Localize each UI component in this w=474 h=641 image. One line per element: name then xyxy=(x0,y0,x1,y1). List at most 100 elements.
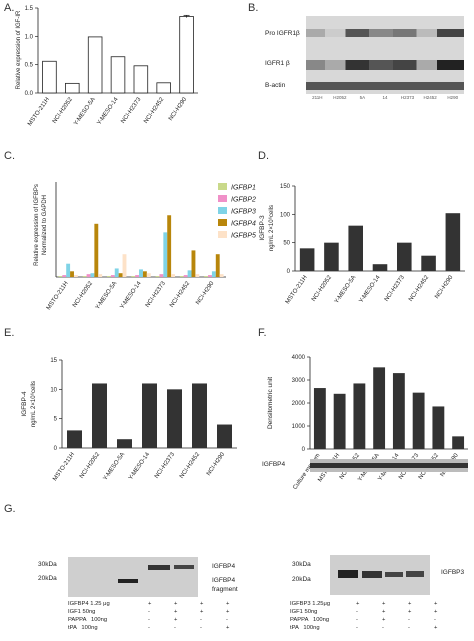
chart-c-bar-0-6 xyxy=(204,276,209,277)
chart-e-xtick-label-0: MSTO-211H xyxy=(52,452,76,483)
chart-c-legend-swatch-2 xyxy=(218,207,227,214)
condition-row: tPA 100ng - - - + xyxy=(290,625,460,633)
blot-b-lane-label: 5A xyxy=(359,95,366,100)
chart-c-bar-4-4 xyxy=(171,274,175,277)
chart-c-bar-1-2 xyxy=(110,275,115,277)
blot-g1-band-2 xyxy=(148,565,170,570)
chart-f-ytick-label-3: 3000 xyxy=(292,378,306,384)
chart-c-bar-2-5 xyxy=(187,270,192,277)
condition-sign: - xyxy=(356,609,358,615)
chart-a-xtick-label-2: Y-MESO-5A xyxy=(73,97,97,127)
condition-row: IGFBP3 1.25μg + + + + xyxy=(290,601,460,609)
panel-letter-b: B. xyxy=(248,2,259,14)
chart-d-bar-6 xyxy=(445,213,461,271)
chart-c-bar-4-2 xyxy=(122,254,127,277)
chart-c-bar-1-3 xyxy=(135,275,140,277)
chart-d-bar-3 xyxy=(372,264,388,271)
chart-a-xtick-label-4: NCI-H2373 xyxy=(120,96,143,125)
panel-letter-f: F. xyxy=(258,327,267,339)
condition-sign: - xyxy=(434,617,436,623)
panel-letter-g: G. xyxy=(4,503,16,515)
chart-c-legend-swatch-1 xyxy=(218,195,227,202)
condition-sign: - xyxy=(226,617,228,623)
condition-sign: + xyxy=(226,601,230,607)
chart-c-legend-label-4: IGFBP5 xyxy=(231,233,256,240)
chart-f-ylabel: Densitometric unit xyxy=(267,377,274,429)
chart-e-ylabel: IGFBP-4 xyxy=(21,391,28,417)
chart-c-legend-swatch-0 xyxy=(218,183,227,190)
chart-a-ytick-label-3: 1.5 xyxy=(25,6,34,12)
condition-label: tPA 100ng xyxy=(68,625,98,631)
chart-c-bar-4-0 xyxy=(73,275,78,277)
panel-letter-e: E. xyxy=(4,327,15,339)
chart-f-bar-2 xyxy=(353,383,366,449)
condition-sign: - xyxy=(148,609,150,615)
chart-c-bar-0-5 xyxy=(179,276,184,277)
blot-f-band xyxy=(310,463,468,468)
chart-c-bar-3-0 xyxy=(70,271,74,277)
condition-sign: + xyxy=(382,609,386,615)
chart-a-ytick-label-1: 0.5 xyxy=(25,63,34,69)
chart-d-bar-0 xyxy=(299,248,315,271)
blot-b-lane-label: H290 xyxy=(447,95,459,100)
condition-sign: + xyxy=(408,601,412,607)
chart-a-xtick-label-1: NCI-H2052 xyxy=(52,96,75,125)
chart-a-bar-6 xyxy=(179,16,194,94)
chart-c-bar-2-4 xyxy=(163,232,168,277)
chart-f-ytick-label-4: 4000 xyxy=(292,355,306,361)
chart-e-bar-4 xyxy=(167,389,182,448)
chart-d-ytick-label-2: 100 xyxy=(280,212,291,218)
chart-c-bar-0-0 xyxy=(58,276,63,277)
condition-sign: + xyxy=(356,601,360,607)
chart-d-xtick-label-6: NCI-H290 xyxy=(434,274,455,300)
condition-sign: - xyxy=(408,617,410,623)
chart-c-legend-label-2: IGFBP3 xyxy=(231,209,256,216)
chart-c-bar-1-0 xyxy=(62,275,67,277)
chart-e-bar-2 xyxy=(117,439,132,448)
chart-d-ytick-label-1: 50 xyxy=(283,241,290,247)
blot-g2-band-2 xyxy=(362,571,382,578)
condition-sign: - xyxy=(200,625,202,631)
chart-d-xtick-label-4: NCI-H2373 xyxy=(384,274,407,303)
condition-sign: + xyxy=(434,609,438,615)
blot-g2-band-3 xyxy=(385,572,403,577)
condition-row: tPA 100ng - - - + xyxy=(68,625,248,633)
chart-c-bar-0-2 xyxy=(107,276,111,277)
chart-c-xtick-label-1: NCI-H2052 xyxy=(72,280,95,309)
chart-a-bar-4 xyxy=(133,65,149,94)
condition-sign: + xyxy=(148,601,152,607)
panel-letter-c: C. xyxy=(4,150,15,162)
panel-letter-d: D. xyxy=(258,150,269,162)
condition-sign: - xyxy=(356,625,358,631)
condition-sign: + xyxy=(408,609,412,615)
chart-f-bar-4 xyxy=(392,373,405,449)
chart-c-bar-3-4 xyxy=(167,215,172,277)
condition-sign: + xyxy=(200,601,204,607)
chart-c-bar-3-1 xyxy=(94,223,99,277)
chart-c-bar-2-1 xyxy=(90,273,95,277)
chart-a-xtick-label-6: NCI-H290 xyxy=(168,96,189,122)
blot-g2-band-4 xyxy=(406,571,424,577)
chart-d-xtick-label-3: Y-MESO-14 xyxy=(358,274,382,304)
chart-a-xtick-label-5: NCI-H2452 xyxy=(143,96,166,125)
chart-e-bar-5 xyxy=(192,383,207,448)
chart-c-bar-3-5 xyxy=(191,250,196,277)
chart-e-bar-3 xyxy=(142,383,157,448)
blot-b-band-row-2 xyxy=(306,60,464,70)
condition-sign: - xyxy=(174,625,176,631)
condition-label: IGFBP3 1.25μg xyxy=(290,601,331,607)
blot-b xyxy=(306,16,464,94)
condition-sign: - xyxy=(200,617,202,623)
condition-row: PAPPA 100ng - + - - xyxy=(290,617,460,625)
chart-c-xtick-label-4: NCI-H2373 xyxy=(145,280,168,309)
chart-c-bar-4-6 xyxy=(219,274,224,277)
chart-f-bar-1 xyxy=(333,393,346,449)
chart-e-bar-1 xyxy=(92,383,107,448)
chart-d-ylabel: IGFBP-3 xyxy=(259,215,266,241)
chart-d-xtick-label-1: NCI-H2052 xyxy=(311,274,334,303)
condition-label: IGF1 50ng xyxy=(68,609,96,615)
chart-c-xtick-label-3: Y-MESO-14 xyxy=(119,280,143,310)
chart-f-bar-5 xyxy=(412,392,425,449)
chart-c-xtick-label-5: NCI-H2452 xyxy=(169,280,192,309)
chart-d-ylabel-2: ng/mL 2×10⁶cells xyxy=(268,205,275,251)
